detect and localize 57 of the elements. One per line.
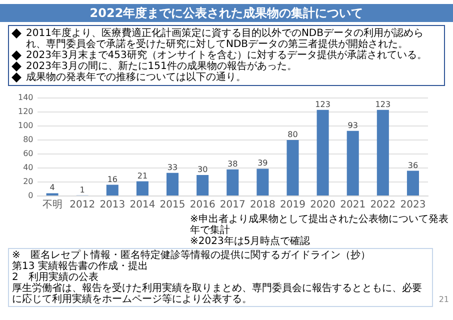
bar — [346, 130, 359, 196]
bar — [166, 172, 179, 196]
x-tick-label: 2019 — [280, 200, 306, 211]
text: 成果物の発表年での推移については以下の通り。 — [26, 72, 246, 83]
x-tick-label: 2017 — [220, 200, 246, 211]
x-tick-label: 2015 — [160, 200, 186, 211]
text: 2023年3月の間に、新たに151件の成果物の報告があった。 — [26, 61, 297, 72]
data-label: 30 — [197, 165, 208, 174]
bar — [196, 175, 209, 196]
y-tick-label: 60 — [23, 149, 34, 158]
bar — [256, 168, 269, 196]
data-label: 39 — [258, 158, 268, 168]
text: 2 利用実績の公表 — [12, 272, 98, 283]
bar — [316, 110, 329, 196]
data-label: 38 — [228, 159, 238, 168]
data-label: 123 — [375, 100, 391, 109]
text: ※申出者より成果物として提出された公表物について発表年で集計 — [190, 214, 450, 236]
x-tick-label: 2021 — [340, 200, 366, 211]
data-label: 21 — [137, 171, 148, 180]
bar — [376, 110, 389, 196]
x-tick-label: 2020 — [310, 200, 336, 211]
bar — [226, 169, 239, 196]
x-tick-label: 2012 — [70, 200, 96, 211]
x-tick-label: 2022 — [370, 200, 396, 211]
x-tick-label: 2014 — [130, 200, 156, 211]
text: 2011年度より、医療費適正化計画策定に資する目的以外でのNDBデータの利用が認められ、専門委員会で承諾を受けた研究に対してNDBデータの第三者提供が開始された。 — [26, 28, 424, 50]
text: 厚生労働省は、報告を受けた利用実績を取りまとめ、専門委員会に報告するとともに、必要に応じて利用実績をホームページ等により公表する。 — [12, 283, 423, 305]
y-tick-label: 120 — [18, 107, 34, 116]
y-tick-label: 40 — [23, 163, 34, 172]
bar — [286, 140, 299, 196]
data-label: 123 — [315, 100, 330, 109]
x-tick-label: 2018 — [250, 200, 276, 211]
data-label: 93 — [348, 120, 358, 130]
y-tick-label: 0 — [28, 191, 34, 200]
y-tick-label: 80 — [23, 135, 34, 144]
bar — [406, 170, 419, 196]
text: 第13 実績報告書の作成・提出 — [12, 261, 149, 272]
data-label: 4 — [50, 183, 55, 192]
bar — [106, 184, 118, 196]
x-tick-label: 2023 — [400, 200, 426, 211]
x-tick-label: 2016 — [190, 200, 216, 211]
data-label: 36 — [408, 160, 418, 170]
data-label: 16 — [107, 174, 118, 184]
y-tick-label: 140 — [18, 93, 34, 102]
data-label: 80 — [288, 130, 298, 139]
chart-title: 2022年度までに公表された成果物の集計について — [0, 4, 453, 22]
data-label: 1 — [80, 185, 85, 194]
text: ※2023年は5月時点で確認 — [190, 236, 312, 247]
x-tick-label: 2013 — [100, 200, 126, 211]
bar — [136, 181, 148, 196]
x-tick-label: 不明 — [42, 200, 62, 211]
text: 2023年3月末まで453研究（オンサイトを含む）に対するデータ提供が承諾されている。 — [26, 50, 427, 61]
text: ※ 匿名レセプト情報・匿名特定健診等情報の提供に関するガイドライン（抄） — [12, 250, 372, 261]
y-tick-label: 100 — [18, 121, 34, 130]
text: 21 — [438, 295, 449, 304]
y-tick-label: 20 — [23, 177, 34, 186]
data-label: 33 — [167, 162, 178, 172]
